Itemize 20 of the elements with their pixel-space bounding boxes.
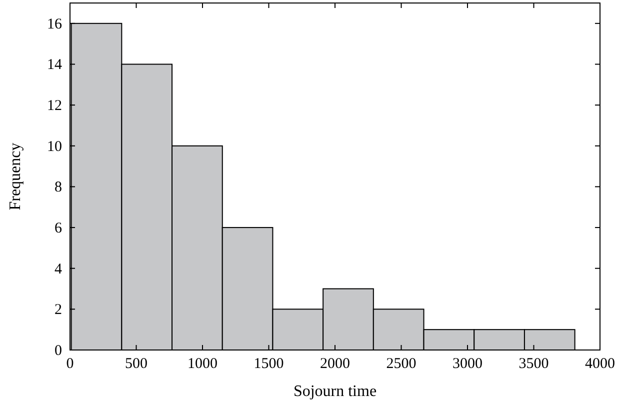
y-axis-title: Frequency bbox=[7, 142, 24, 210]
x-tick-label: 2000 bbox=[320, 356, 350, 372]
y-tick-label: 10 bbox=[47, 138, 62, 155]
y-tick-label: 6 bbox=[54, 220, 62, 237]
y-tick-label: 0 bbox=[54, 343, 62, 359]
y-tick-label: 16 bbox=[47, 16, 62, 32]
y-tick-label: 12 bbox=[47, 98, 62, 114]
x-tick-label: 0 bbox=[66, 356, 74, 372]
x-tick-label: 3000 bbox=[452, 356, 482, 372]
x-tick-label: 4000 bbox=[585, 356, 615, 372]
x-tick-label: 3500 bbox=[518, 356, 549, 372]
x-tick-label: 1500 bbox=[254, 356, 284, 372]
x-axis-title: Sojourn time bbox=[293, 383, 377, 400]
x-tick-label: 500 bbox=[125, 356, 148, 372]
x-tick-label: 1000 bbox=[188, 356, 218, 372]
y-tick-label: 2 bbox=[54, 302, 62, 318]
x-tick-label: 2500 bbox=[386, 356, 416, 372]
y-tick-label: 14 bbox=[47, 57, 62, 74]
y-tick-label: 4 bbox=[54, 261, 62, 278]
y-tick-label: 8 bbox=[54, 180, 62, 196]
